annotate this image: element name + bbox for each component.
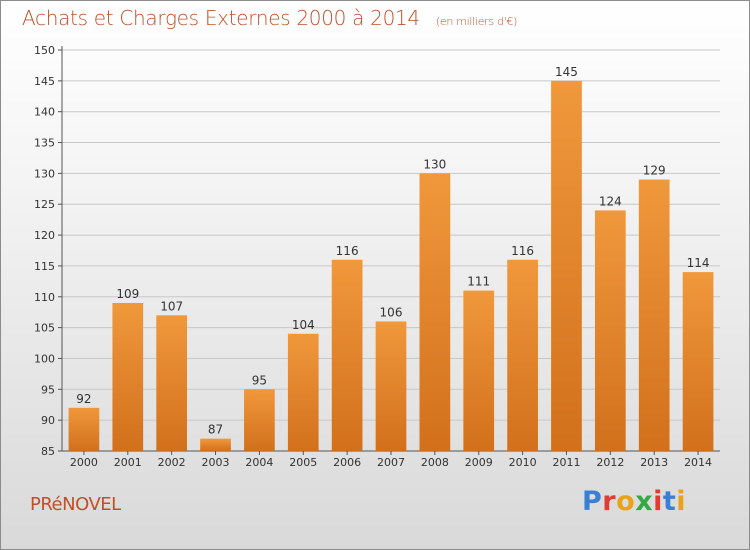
y-tick-label: 95 xyxy=(41,383,55,396)
data-label: 116 xyxy=(511,244,534,258)
brand-letter: o xyxy=(616,486,636,517)
data-label: 116 xyxy=(336,244,359,258)
y-tick-label: 110 xyxy=(34,291,55,304)
data-label: 104 xyxy=(292,318,315,332)
chart-title: Achats et Charges Externes 2000 à 2014 (… xyxy=(22,6,517,30)
brand-letter: x xyxy=(635,486,654,517)
x-tick-label: 2003 xyxy=(202,456,230,469)
brand-letter: i xyxy=(653,486,663,517)
y-tick-label: 130 xyxy=(34,167,55,180)
chart-subtitle: (en milliers d'€) xyxy=(435,15,518,28)
brand-letter: i xyxy=(676,486,687,517)
bars xyxy=(68,80,714,452)
bar-2014 xyxy=(682,272,714,451)
y-tick-label: 135 xyxy=(34,137,55,150)
y-tick-label: 115 xyxy=(34,260,55,273)
y-tick-label: 125 xyxy=(34,198,55,211)
bar-2012 xyxy=(594,210,626,451)
x-tick-label: 2001 xyxy=(114,456,142,469)
proxiti-logo[interactable]: Proxiti xyxy=(582,486,686,517)
bar-2003 xyxy=(200,438,231,451)
x-tick-label: 2012 xyxy=(596,456,624,469)
data-label: 107 xyxy=(160,299,183,313)
brand-letter: P xyxy=(582,486,603,517)
x-tick-label: 2007 xyxy=(377,456,405,469)
bar-2013 xyxy=(638,179,670,452)
y-tick-label: 150 xyxy=(34,44,55,57)
data-label: 114 xyxy=(687,256,710,270)
bar-2001 xyxy=(112,302,144,451)
bar-2008 xyxy=(419,173,451,451)
chart-title-text: Achats et Charges Externes 2000 à 2014 xyxy=(22,6,420,30)
x-tick-label: 2005 xyxy=(289,456,317,469)
y-tick-label: 90 xyxy=(41,414,55,427)
data-label: 145 xyxy=(555,65,578,79)
data-label: 87 xyxy=(208,423,223,437)
data-label: 109 xyxy=(116,287,139,301)
y-tick-label: 120 xyxy=(34,229,55,242)
x-tick-label: 2000 xyxy=(70,456,98,469)
x-tick-label: 2008 xyxy=(421,456,449,469)
y-tick-label: 100 xyxy=(34,352,55,365)
bar-2004 xyxy=(244,389,275,451)
x-tick-label: 2010 xyxy=(509,456,537,469)
place-name: PRéNOVEL xyxy=(30,494,121,515)
data-label: 92 xyxy=(76,392,91,406)
bar-2010 xyxy=(507,259,538,451)
bar-2002 xyxy=(156,315,188,451)
data-label: 124 xyxy=(599,194,622,208)
x-tick-label: 2011 xyxy=(552,456,580,469)
y-tick-label: 145 xyxy=(34,75,55,88)
bar-2000 xyxy=(68,407,100,451)
x-tick-label: 2013 xyxy=(640,456,668,469)
x-tick-label: 2002 xyxy=(158,456,186,469)
bar-2005 xyxy=(287,333,319,451)
bar-2011 xyxy=(551,80,582,451)
labels: 85 90 95 100 105 110 115 120 125 130 135 140 145 150 2… xyxy=(34,44,712,469)
data-label: 130 xyxy=(423,157,446,171)
x-tick-label: 2009 xyxy=(465,456,493,469)
bar-2007 xyxy=(375,321,407,451)
y-tick-label: 105 xyxy=(34,322,55,335)
data-label: 111 xyxy=(467,275,490,289)
brand-letter: r xyxy=(602,486,617,517)
x-tick-label: 2006 xyxy=(333,456,361,469)
bar-2009 xyxy=(463,290,495,451)
y-tick-label: 140 xyxy=(34,106,55,119)
y-tick-label: 85 xyxy=(41,445,55,458)
data-label: 95 xyxy=(252,373,267,387)
x-tick-label: 2014 xyxy=(684,456,712,469)
data-label: 106 xyxy=(380,305,403,319)
data-label: 129 xyxy=(643,164,666,178)
brand-letter: t xyxy=(662,486,677,517)
x-tick-label: 2004 xyxy=(245,456,273,469)
bar-2006 xyxy=(331,259,363,451)
